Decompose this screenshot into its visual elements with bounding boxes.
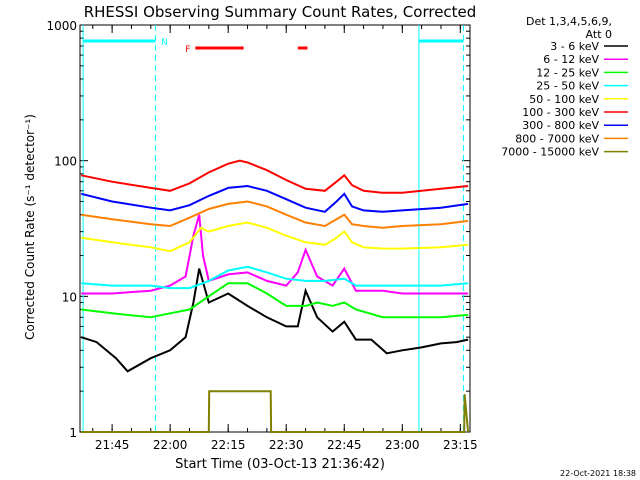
flag-label: F (185, 45, 190, 55)
series-line (80, 159, 469, 194)
series-line (81, 265, 469, 290)
legend-entry-label: 300 - 800 keV (522, 119, 599, 132)
series-line (81, 390, 470, 433)
legend-entry-label: 3 - 6 keV (550, 40, 599, 53)
legend-header: Det 1,3,4,5,6,9, (526, 15, 612, 28)
y-tick-label: 10 (62, 290, 77, 304)
timestamp: 22-Oct-2021 18:38 (560, 469, 636, 478)
series-line (81, 221, 469, 253)
legend-entry-label: 6 - 12 keV (543, 53, 599, 66)
x-tick-label: 22:30 (269, 438, 304, 452)
y-tick-label: 100 (54, 155, 77, 169)
y-tick-label: 1000 (46, 19, 77, 33)
x-tick-label: 21:45 (95, 438, 130, 452)
x-tick-label: 22:00 (153, 438, 188, 452)
x-tick-label: 22:45 (327, 438, 362, 452)
legend-entry-label: 800 - 7000 keV (515, 132, 599, 145)
series-line (80, 184, 469, 213)
plot-area: 1 10 100 1000 21:45 22:00 22:15 22:30 22:45 23:00… (46, 19, 477, 452)
legend-header: Att 0 (586, 28, 612, 41)
series-line (81, 214, 469, 295)
y-axis-label: Corrected Count Rate (s⁻¹ detector⁻¹) (23, 114, 37, 340)
x-axis-label: Start Time (03-Oct-13 21:36:42) (175, 457, 385, 472)
series-line (81, 200, 469, 229)
chart-title: RHESSI Observing Summary Count Rates, Co… (84, 3, 477, 21)
legend-entry-label: 100 - 300 keV (522, 106, 599, 119)
legend-entry-label: 12 - 25 keV (536, 66, 599, 79)
flag-label: N (161, 38, 168, 48)
x-tick-label: 23:15 (443, 438, 478, 452)
x-tick-label: 22:15 (211, 438, 246, 452)
series-line (80, 268, 469, 373)
legend-entry-label: 7000 - 15000 keV (501, 146, 599, 159)
legend-entry-label: 25 - 50 keV (536, 80, 599, 93)
x-tick-label: 23:00 (385, 438, 420, 452)
y-tick-label: 1 (69, 426, 77, 440)
legend-entry-label: 50 - 100 keV (529, 93, 599, 106)
series-line (81, 282, 469, 319)
